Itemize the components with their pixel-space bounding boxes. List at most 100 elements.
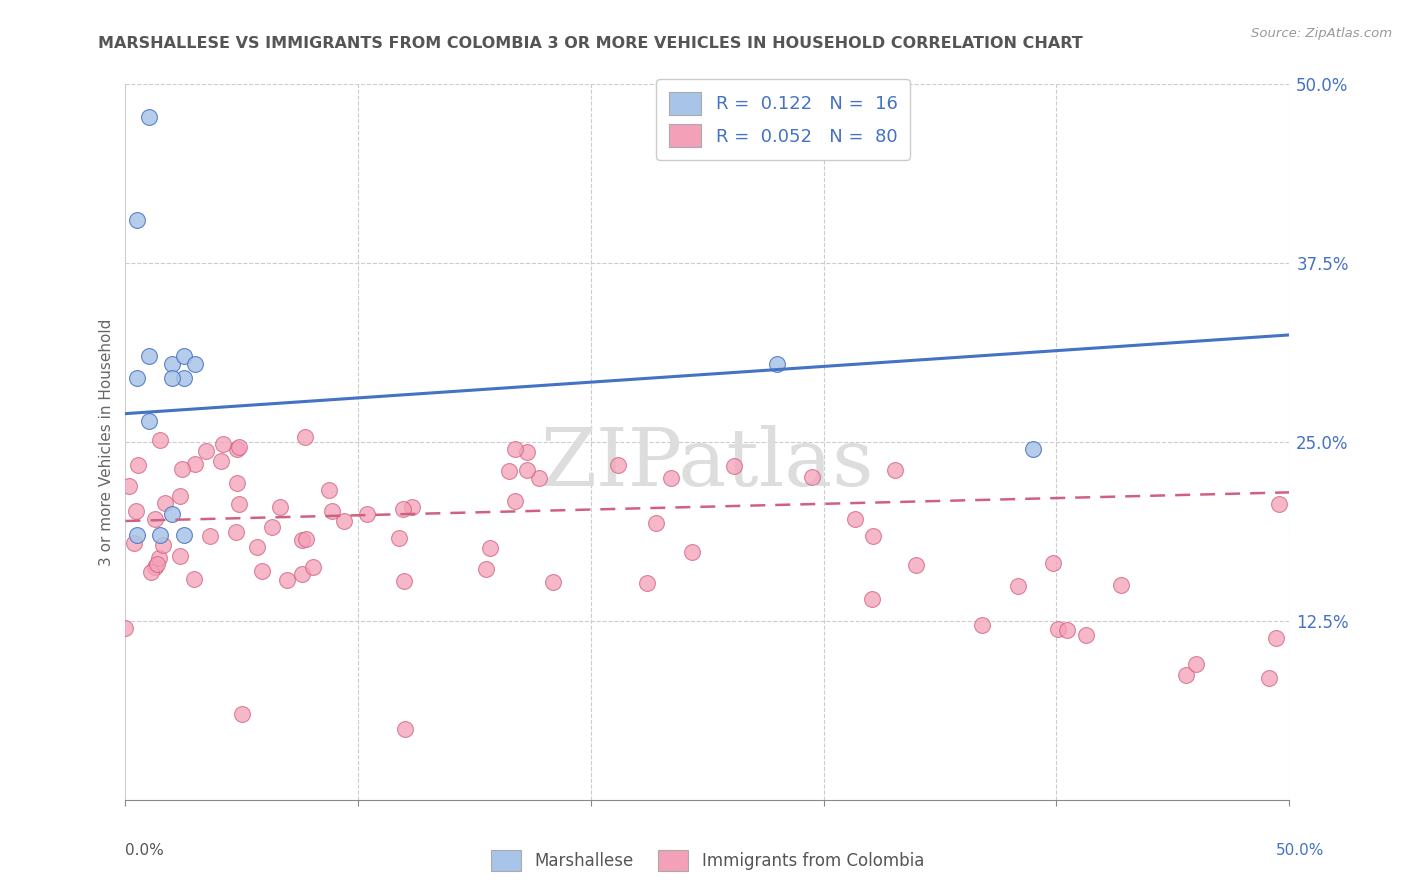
Point	[1109, 578, 1132, 592]
Point	[231, 707, 253, 722]
Point	[1042, 557, 1064, 571]
Point	[127, 371, 149, 385]
Point	[356, 508, 378, 522]
Point	[505, 442, 527, 456]
Point	[200, 529, 222, 543]
Point	[392, 574, 415, 588]
Point	[269, 500, 291, 515]
Point	[516, 445, 538, 459]
Point	[194, 444, 217, 458]
Point	[391, 502, 413, 516]
Point	[503, 494, 526, 508]
Point	[114, 621, 136, 635]
Point	[127, 213, 149, 227]
Point	[143, 560, 166, 574]
Point	[844, 511, 866, 525]
Point	[1056, 623, 1078, 637]
Text: 0.0%: 0.0%	[125, 843, 165, 858]
Point	[138, 350, 160, 364]
Point	[498, 464, 520, 478]
Point	[146, 558, 169, 572]
Text: 50.0%: 50.0%	[1275, 843, 1324, 858]
Point	[321, 504, 343, 518]
Point	[172, 462, 194, 476]
Point	[160, 507, 183, 521]
Point	[801, 469, 824, 483]
Point	[228, 440, 250, 454]
Point	[160, 357, 183, 371]
Point	[169, 489, 191, 503]
Point	[184, 357, 207, 371]
Point	[183, 572, 205, 586]
Point	[474, 562, 496, 576]
Point	[122, 536, 145, 550]
Point	[291, 567, 314, 582]
Point	[225, 524, 247, 539]
Point	[904, 558, 927, 573]
Point	[209, 454, 232, 468]
Point	[1265, 631, 1288, 645]
Point	[246, 540, 269, 554]
Point	[541, 574, 564, 589]
Point	[1007, 579, 1029, 593]
Legend: Marshallese, Immigrants from Colombia: Marshallese, Immigrants from Colombia	[484, 843, 931, 878]
Point	[478, 541, 501, 555]
Point	[250, 564, 273, 578]
Point	[516, 462, 538, 476]
Point	[1185, 657, 1208, 672]
Point	[529, 471, 551, 485]
Point	[118, 479, 141, 493]
Point	[394, 722, 416, 736]
Point	[860, 591, 883, 606]
Point	[681, 545, 703, 559]
Point	[184, 457, 207, 471]
Point	[148, 550, 170, 565]
Point	[884, 463, 907, 477]
Point	[149, 528, 172, 542]
Point	[970, 618, 993, 632]
Text: Source: ZipAtlas.com: Source: ZipAtlas.com	[1251, 27, 1392, 40]
Point	[333, 514, 356, 528]
Point	[1046, 622, 1069, 636]
Point	[173, 350, 195, 364]
Point	[1022, 442, 1045, 457]
Point	[291, 533, 314, 547]
Point	[149, 433, 172, 447]
Point	[766, 357, 789, 371]
Point	[138, 414, 160, 428]
Point	[226, 475, 249, 490]
Point	[659, 471, 682, 485]
Point	[152, 538, 174, 552]
Point	[173, 528, 195, 542]
Point	[302, 560, 325, 574]
Point	[143, 512, 166, 526]
Point	[228, 497, 250, 511]
Point	[401, 500, 423, 514]
Point	[387, 531, 409, 545]
Point	[636, 576, 658, 591]
Point	[153, 496, 176, 510]
Point	[1174, 668, 1197, 682]
Point	[212, 437, 235, 451]
Point	[169, 549, 191, 563]
Point	[260, 520, 283, 534]
Point	[1258, 671, 1281, 685]
Point	[645, 516, 668, 530]
Point	[127, 458, 149, 472]
Point	[226, 442, 249, 456]
Point	[138, 111, 160, 125]
Point	[862, 528, 884, 542]
Point	[127, 528, 149, 542]
Point	[1074, 628, 1097, 642]
Point	[160, 371, 183, 385]
Point	[723, 458, 745, 473]
Y-axis label: 3 or more Vehicles in Household: 3 or more Vehicles in Household	[100, 318, 114, 566]
Text: ZIPatlas: ZIPatlas	[541, 425, 875, 503]
Point	[318, 483, 340, 497]
Point	[295, 532, 318, 546]
Point	[125, 504, 148, 518]
Point	[606, 458, 628, 472]
Point	[294, 430, 316, 444]
Point	[173, 371, 195, 385]
Point	[276, 573, 298, 587]
